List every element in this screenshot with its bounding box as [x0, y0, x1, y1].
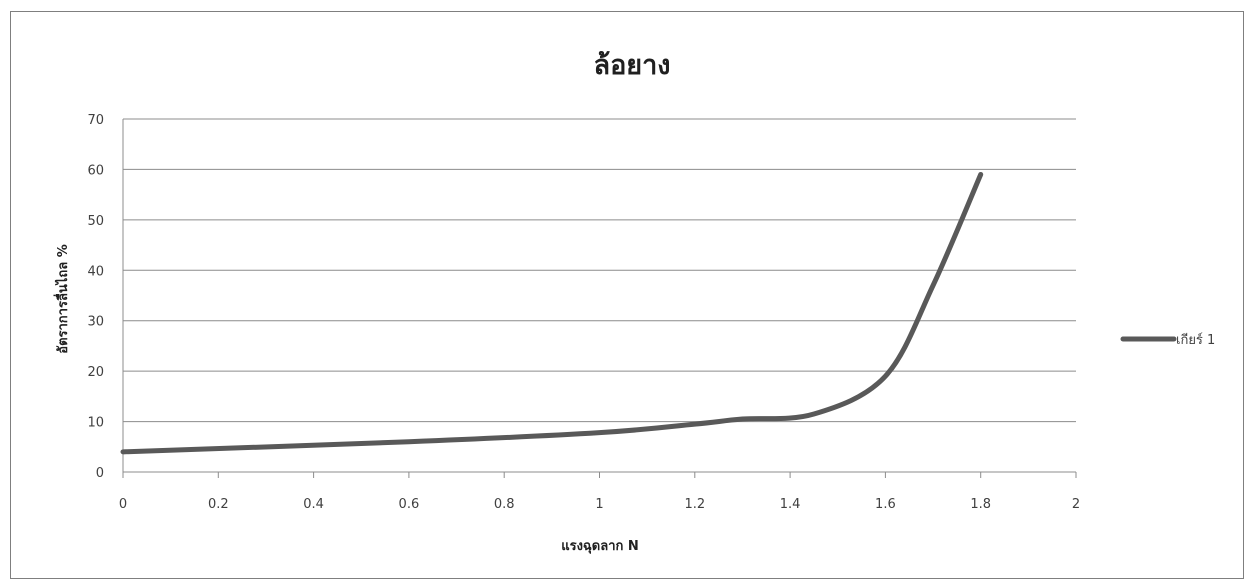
x-tick-label: 1 [595, 497, 603, 512]
x-tick-label: 1.4 [780, 497, 801, 512]
x-axis-ticks: 0 0.2 0.4 0.6 0.8 1 1.2 1.4 1.6 1.8 2 [119, 497, 1080, 512]
y-tick-label: 40 [87, 264, 104, 279]
legend-label-gear-1: เกียร์ 1 [1176, 332, 1215, 348]
x-tick-label: 0.4 [303, 497, 324, 512]
y-tick-label: 0 [96, 466, 104, 481]
y-axis-title: อัตราการลื่นไถล % [53, 244, 71, 353]
x-tick-label: 1.8 [970, 497, 991, 512]
x-tick-label: 0.8 [494, 497, 515, 512]
y-tick-label: 70 [87, 113, 104, 128]
y-tick-label: 10 [87, 416, 104, 431]
y-tick-label: 30 [87, 315, 104, 330]
axes [122, 119, 1077, 478]
x-tick-label: 2 [1072, 497, 1080, 512]
gridlines [123, 118, 1076, 423]
x-tick-label: 1.2 [684, 497, 705, 512]
legend: เกียร์ 1 [1120, 332, 1215, 348]
x-tick-label: 0.6 [399, 497, 420, 512]
series-layer [120, 171, 984, 455]
chart-title: ล้อยาง [594, 50, 671, 81]
x-axis-title: แรงฉุดลาก N [561, 539, 639, 554]
series-line-gear-1 [120, 171, 984, 455]
y-axis-ticks: 0 10 20 30 40 50 60 70 [87, 113, 104, 481]
x-tick-label: 0 [119, 497, 127, 512]
y-tick-label: 60 [87, 163, 104, 178]
chart-frame [10, 11, 1244, 579]
x-tick-label: 1.6 [875, 497, 896, 512]
y-tick-label: 20 [87, 365, 104, 380]
x-tick-label: 0.2 [208, 497, 229, 512]
y-tick-label: 50 [87, 214, 104, 229]
